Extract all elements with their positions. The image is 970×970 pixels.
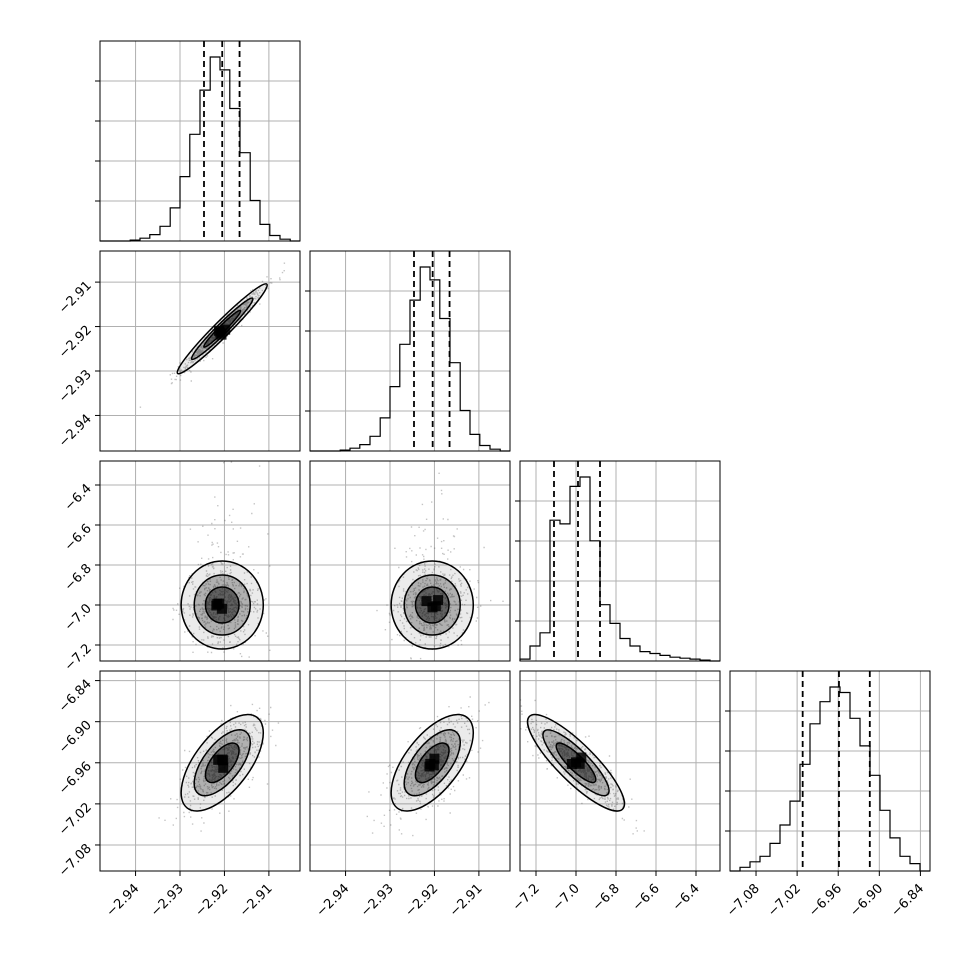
density-core	[421, 596, 432, 607]
x-tick-label-p2: −2.94	[314, 881, 353, 920]
y-tick-label-p4: −6.84	[56, 677, 95, 716]
joint-panel-p2-p4	[309, 670, 511, 872]
panel-frame	[99, 670, 301, 872]
density-core	[215, 327, 226, 338]
density-core	[214, 598, 225, 609]
density-core	[217, 603, 228, 614]
y-tick-label-p2: −2.92	[56, 323, 95, 362]
histogram-p4	[730, 686, 930, 872]
joint-panel-p2-p3	[309, 460, 511, 662]
panel-frame	[309, 250, 511, 452]
y-tick-label-p3: −6.4	[62, 481, 95, 514]
y-tick-label-p4: −6.96	[56, 759, 95, 798]
density-core	[576, 752, 587, 763]
density-core	[429, 753, 440, 764]
histogram-panel-p4	[725, 670, 931, 872]
panel-frame	[729, 670, 931, 872]
x-tick-label-p1: −2.94	[104, 881, 143, 920]
x-tick-label-p4: −7.08	[724, 881, 763, 920]
y-tick-label-p2: −2.91	[56, 278, 95, 317]
x-tick-label-p2: −2.93	[358, 881, 397, 920]
x-tick-label-p4: −6.90	[847, 881, 886, 920]
histogram-p2	[310, 266, 510, 452]
x-tick-label-p3: −6.8	[590, 881, 623, 914]
x-tick-label-p4: −7.02	[765, 881, 804, 920]
histogram-p3	[519, 476, 720, 662]
x-tick-label-p2: −2.92	[402, 881, 441, 920]
x-tick-label-p3: −6.6	[630, 881, 663, 914]
y-tick-label-p3: −7.2	[62, 641, 95, 674]
x-tick-label-p1: −2.93	[148, 881, 187, 920]
panel-frame	[309, 460, 511, 662]
panel-frame	[309, 670, 511, 872]
x-tick-label-p3: −6.4	[670, 881, 703, 914]
joint-panel-p1-p4	[99, 670, 301, 872]
joint-panel-p3-p4	[519, 670, 721, 872]
density-core	[433, 595, 444, 606]
x-tick-label-p4: −6.96	[806, 881, 845, 920]
x-tick-label-p2: −2.91	[447, 881, 486, 920]
panel-frame	[99, 460, 301, 662]
density-core	[571, 757, 582, 768]
joint-panel-p1-p2	[99, 250, 301, 452]
density-core	[424, 761, 435, 772]
panel-frame	[519, 670, 721, 872]
panel-frame	[99, 250, 301, 452]
panel-frame	[99, 40, 301, 242]
y-tick-label-p4: −6.90	[56, 718, 95, 757]
y-tick-label-p3: −6.8	[62, 561, 95, 594]
density-core	[213, 754, 224, 765]
y-tick-label-p2: −2.94	[56, 412, 95, 451]
x-tick-label-p4: −6.84	[888, 881, 927, 920]
density-core	[427, 602, 438, 613]
density-core	[218, 762, 229, 773]
panel-frame	[519, 460, 721, 662]
y-tick-label-p2: −2.93	[56, 367, 95, 406]
joint-panel-p1-p3	[99, 460, 301, 662]
x-tick-label-p3: −7.2	[510, 881, 543, 914]
y-tick-label-p4: −7.08	[56, 841, 95, 880]
y-tick-label-p3: −7.0	[62, 601, 95, 634]
y-tick-label-p4: −7.02	[56, 800, 95, 839]
y-tick-label-p3: −6.6	[62, 521, 95, 554]
x-tick-label-p3: −7.0	[550, 881, 583, 914]
histogram-p1	[100, 56, 300, 242]
histogram-panel-p3	[515, 460, 721, 662]
x-tick-label-p1: −2.92	[192, 881, 231, 920]
histogram-panel-p2	[305, 250, 511, 452]
histogram-panel-p1	[95, 40, 301, 242]
x-tick-label-p1: −2.91	[237, 881, 276, 920]
